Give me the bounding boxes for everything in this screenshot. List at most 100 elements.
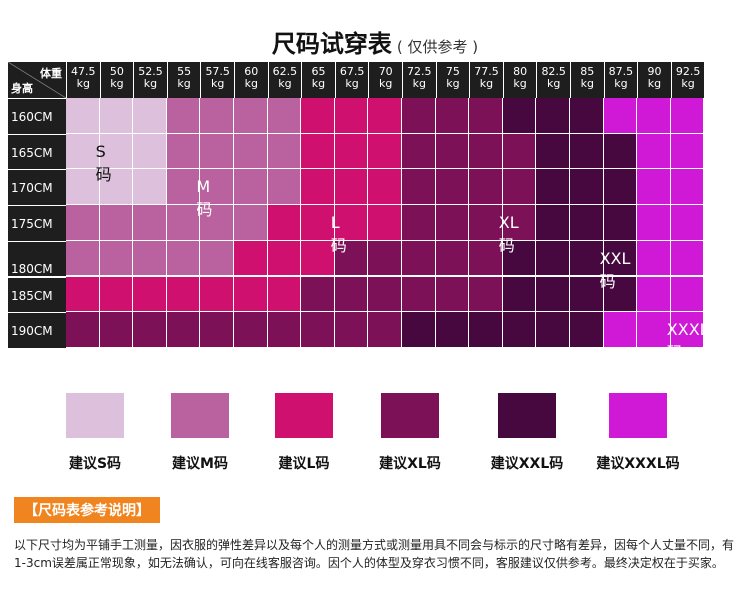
legend-swatch-m (171, 393, 229, 438)
size-cell-xl (402, 133, 436, 170)
size-cell-xxl (603, 169, 638, 206)
weight-header-cell: 47.5 kg (66, 62, 100, 98)
size-cell-m (234, 133, 268, 170)
size-cell-s (99, 169, 134, 206)
size-cell-xxl (603, 276, 638, 313)
size-cell-xl (469, 169, 503, 206)
size-cell-xxl (570, 240, 604, 277)
size-cell-xl (402, 240, 436, 277)
size-cell-m (166, 133, 201, 170)
weight-value: 75 (445, 65, 460, 78)
size-cell-l (368, 98, 402, 134)
size-cell-xl (402, 169, 436, 206)
weight-unit: kg (110, 77, 124, 90)
size-cell-xl (334, 276, 369, 313)
size-cell-s (133, 98, 167, 134)
size-cell-xl (66, 312, 100, 348)
size-cell-xxxl (670, 205, 705, 241)
size-cell-xl (435, 169, 470, 206)
page-title: 尺码试穿表 (271, 30, 392, 58)
size-cell-xl (267, 312, 302, 348)
weight-unit: kg (513, 77, 527, 90)
size-cell-xxxl (670, 312, 705, 348)
size-cell-xxl (469, 312, 503, 348)
size-cell-m (267, 133, 302, 170)
height-row-label: 190CM (8, 312, 66, 348)
size-cell-xl (368, 276, 402, 313)
weight-header-cell: 75 kg (435, 62, 470, 98)
size-cell-xl (301, 312, 335, 348)
size-cell-s (99, 133, 134, 170)
size-cell-m (234, 169, 268, 206)
size-cell-m (267, 169, 302, 206)
size-cell-xxl (502, 312, 537, 348)
size-cell-xxl (570, 312, 604, 348)
size-cell-l (368, 205, 402, 241)
size-cell-xl (99, 312, 134, 348)
size-cell-xl (402, 205, 436, 241)
size-cell-m (200, 240, 234, 277)
weight-unit: kg (446, 77, 460, 90)
size-cell-xl (469, 98, 503, 134)
size-cell-m (99, 240, 134, 277)
size-cell-xl (435, 98, 470, 134)
legend-swatch-xl (381, 393, 439, 438)
size-cell-xl (368, 240, 402, 277)
header-corner: 体重 身高 (8, 62, 66, 98)
weight-header-cell: 77.5 kg (469, 62, 503, 98)
size-cell-xxl (603, 205, 638, 241)
size-cell-xxxl (637, 169, 671, 206)
weight-unit: kg (278, 77, 292, 90)
weight-value: 70 (378, 65, 393, 78)
size-cell-s (66, 169, 100, 206)
weight-header-cell: 57.5 kg (200, 62, 234, 98)
size-cell-xl (435, 133, 470, 170)
size-cell-xxl (536, 169, 570, 206)
weight-unit: kg (647, 77, 662, 90)
size-cell-s (66, 133, 100, 170)
weight-value: 90 (647, 65, 662, 78)
size-cell-m (200, 133, 234, 170)
weight-header-cell: 65 kg (301, 62, 335, 98)
height-header: 身高 (11, 82, 33, 95)
size-cell-xxl (435, 312, 470, 348)
size-cell-xl (402, 98, 436, 134)
height-row-label: 165CM (8, 133, 66, 170)
weight-header-cell: 60 kg (234, 62, 268, 98)
size-cell-xxl (570, 205, 604, 241)
size-cell-l (267, 276, 302, 313)
size-cell-xxl (502, 276, 537, 313)
weight-unit: kg (345, 77, 359, 90)
weight-unit: kg (412, 77, 426, 90)
size-region-label: XXXL码 (666, 320, 709, 363)
size-cell-xxl (536, 133, 570, 170)
size-cell-xxxl (603, 312, 638, 348)
size-cell-xl (166, 312, 201, 348)
size-cell-l (334, 98, 369, 134)
size-cell-xl (200, 312, 234, 348)
weight-header-cell: 70 kg (368, 62, 402, 98)
legend-label: 建议S码 (68, 456, 122, 472)
weight-unit: kg (244, 77, 258, 90)
size-cell-xxl (536, 205, 570, 241)
size-cell-xl (334, 312, 369, 348)
size-cell-m (200, 98, 234, 134)
size-cell-xxxl (637, 312, 671, 348)
size-cell-xxl (536, 240, 570, 277)
size-cell-l (301, 98, 335, 134)
size-cell-l (334, 133, 369, 170)
weight-value: 82.5 (541, 65, 566, 78)
size-region-label: M码 (196, 177, 213, 220)
size-cell-l (368, 169, 402, 206)
legend-label: 建议L码 (278, 456, 330, 472)
legend-label: 建议XXXL码 (596, 456, 680, 472)
size-cell-xxl (536, 98, 570, 134)
legend-swatch-xxxl (609, 393, 667, 438)
legend-swatch-l (275, 393, 333, 438)
weight-unit: kg (311, 77, 326, 90)
weight-value: 65 (311, 65, 326, 78)
legend-swatch-s (66, 393, 124, 438)
weight-header: 体重 (40, 67, 62, 80)
size-cell-m (66, 205, 100, 241)
size-cell-xl (502, 133, 537, 170)
